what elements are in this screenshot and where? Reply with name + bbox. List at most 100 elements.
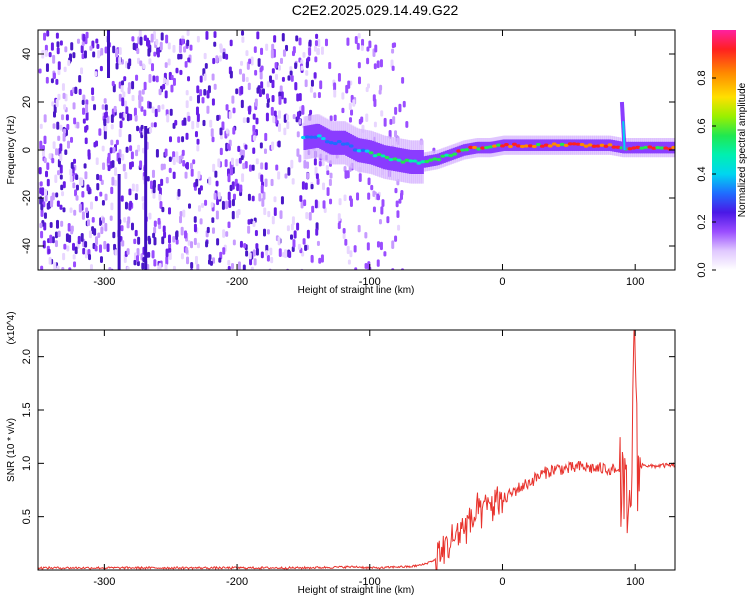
spectrogram-cell [320,136,326,141]
spectrogram-cell [428,158,434,162]
spectrogram-cell [126,266,130,270]
spectrogram-cell [247,219,251,225]
spectrogram-cell [121,97,125,107]
spectrogram-cell [570,139,574,151]
spectrogram-cell [219,127,223,136]
spectrogram-cell [211,98,215,106]
spectrogram-cell [136,247,140,257]
spectrogram-cell [59,164,63,174]
spectrogram-cell [326,170,330,176]
spectrogram-cell [38,166,42,175]
spectrogram-cell [255,248,259,256]
spectrogram-cell [254,230,258,237]
spectrogram-cell [106,243,110,253]
bottom-y-axis-label: SNR (10 * v/v) [6,418,17,482]
spectrogram-cell [197,170,201,180]
spectrogram-cell [303,199,307,207]
spectrogram-cell [250,266,254,270]
spectrogram-cell [504,143,509,147]
spectrogram-cell [118,56,122,66]
spectrogram-cell [236,183,240,191]
spectrogram-cell [196,242,200,249]
spectrogram-cell [134,193,138,201]
spectrogram-cell [316,240,320,247]
spectrogram-cell [59,153,63,162]
spectrogram-cell [118,128,122,138]
spectrogram-cell [196,113,200,123]
spectrogram-cell [398,198,402,204]
spectrogram-cell [308,39,312,47]
spectrogram-cell [300,199,304,209]
spectrogram-cell [375,142,379,167]
spectrogram-cell [304,79,308,88]
spectrogram-cell [43,212,47,219]
spectrogram-cell [591,144,597,148]
spectrogram-cell [259,72,263,80]
spectrogram-cell [55,32,59,39]
spectrogram-cell [320,46,324,55]
spectrogram-cell [380,206,384,215]
spectrogram-cell [271,79,275,89]
spectrogram-cell [256,87,260,94]
spectrogram-cell [52,141,56,149]
spectrogram-cell [111,160,115,168]
spectrogram-cell [136,48,140,55]
spectrogram-cell [57,158,61,168]
spectrogram-cell [39,123,43,130]
spectrogram-cell [523,144,529,148]
spectrogram-cell [167,234,171,244]
spectrogram-cell [133,259,137,266]
spectrogram-cell [113,105,117,113]
spectrogram-cell [184,171,188,179]
spectrogram-cell [211,217,215,223]
spectrogram-cell [260,81,264,89]
spectrogram-cell [535,143,541,147]
spectrogram-cell [323,207,327,214]
spectrogram-cell [384,155,390,160]
spectrogram-cell [671,145,675,150]
spectrogram-cell [150,33,154,43]
spectrogram-cell [358,173,362,182]
spectrogram-cell [193,269,195,270]
spectrogram-cell [42,240,46,249]
spectrogram-cell [328,178,332,187]
spectrogram-cell [232,126,236,135]
spectrogram-cell [152,75,156,82]
spectrogram-cell [131,80,135,90]
spectrogram-cell [340,142,346,146]
spectrogram-cell [575,142,581,146]
spectrogram-cell [193,216,197,223]
spectrogram-cell [168,252,172,261]
spectrogram-cell [244,144,248,150]
spectrogram-cell [496,143,501,147]
spectrogram-cell [313,92,317,99]
spectrogram-cell [115,62,119,70]
spectrogram-cell [291,246,295,252]
spectrogram-cell [290,159,294,169]
spectrogram-cell [137,236,141,245]
spectrogram-cell [39,140,43,150]
spectrogram-cell [310,79,314,87]
spectrogram-cell [599,143,605,147]
spectrogram-cell [252,113,256,120]
spectrogram-cell [193,237,197,246]
spectrogram-cell [622,121,626,151]
spectrogram-cell [127,62,131,70]
spectrogram-cell [153,259,157,267]
spectrogram-cell [357,61,361,69]
spectrogram-cell [146,176,150,182]
spectrogram-cell [38,68,42,74]
spectrogram-cell [217,158,221,168]
spectrogram-cell [241,173,245,183]
spectrogram-cell [212,163,216,173]
spectrogram-cell [279,85,283,93]
spectrogram-cell [164,90,168,99]
spectrogram-cell [394,235,398,242]
spectrogram-cell [49,234,53,244]
spectrogram-cell [275,164,279,171]
spectrogram-cell [133,238,137,245]
spectrogram-cell [365,113,369,123]
spectrogram-cell [96,43,100,50]
spectrogram-cell [98,244,102,253]
spectrogram-cell [378,89,382,95]
